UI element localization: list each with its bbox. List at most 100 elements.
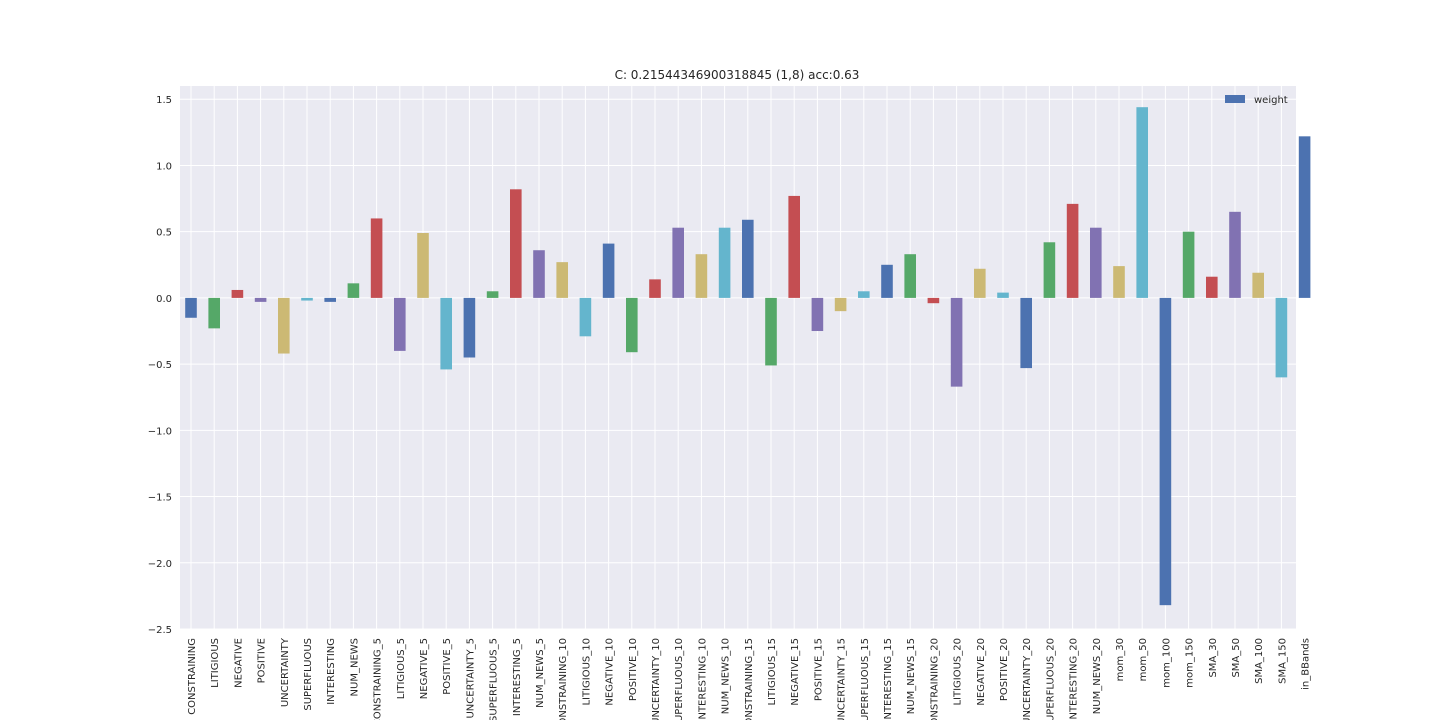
x-tick-label: CONSTRAINING [187, 638, 198, 715]
x-tick-label: NUM_NEWS [349, 638, 360, 696]
x-tick-label: NUM_NEWS_15 [906, 638, 917, 714]
bar-uncertainty-5 [463, 297, 476, 358]
y-tick-label: −2.0 [148, 559, 172, 570]
y-tick-label: −0.5 [148, 360, 172, 371]
bar-negative-20 [974, 268, 986, 298]
bar-mom-50 [1136, 107, 1148, 298]
x-tick-label: SMA_150 [1277, 638, 1288, 684]
bar-mom-150 [1182, 231, 1195, 298]
bar-uncertainty-10 [649, 279, 661, 298]
y-tick-label: −2.5 [148, 625, 172, 636]
bar-litigious-15 [765, 297, 777, 366]
bar-num-news-20 [1090, 227, 1102, 298]
bar-positive-15 [811, 297, 824, 332]
x-tick-label: mom_50 [1138, 638, 1149, 681]
x-tick-label: NEGATIVE_5 [419, 638, 430, 699]
x-tick-label: SUPERFLUOUS_10 [674, 638, 685, 720]
bars [185, 107, 1311, 606]
x-tick-label: SUPERFLUOUS_15 [860, 638, 871, 720]
x-tick-label: CONSTRAINING_10 [558, 638, 569, 720]
x-tick-label: POSITIVE_10 [628, 638, 639, 701]
bar-positive-5 [440, 297, 452, 370]
y-tick-label: −1.5 [148, 493, 172, 504]
bar-negative-5 [417, 233, 429, 298]
bar-sma-100 [1252, 272, 1264, 298]
plot-background [180, 86, 1296, 629]
y-tick-label: 0.5 [156, 228, 172, 239]
chart-title: C: 0.21544346900318845 (1,8) acc:0.63 [615, 68, 860, 82]
bar-constraining-20 [927, 297, 940, 304]
bar-sma-30 [1206, 276, 1218, 298]
legend: weight [1225, 95, 1288, 106]
bar-litigious [208, 297, 220, 329]
x-tick-label: UNCERTAINTY_15 [837, 638, 848, 720]
x-tick-label: LITIGIOUS [210, 638, 221, 688]
bar-num-news-5 [533, 250, 545, 298]
x-tick-label: SMA_50 [1231, 638, 1242, 678]
y-tick-label: 0.0 [156, 294, 172, 305]
bar-uncertainty-20 [1020, 297, 1032, 369]
bar-in-bbands [1298, 136, 1311, 298]
bar-constraining-15 [742, 219, 754, 298]
y-tick-label: −1.0 [148, 426, 172, 437]
x-tick-label: NUM_NEWS_10 [721, 638, 732, 714]
bar-negative [231, 289, 244, 298]
x-tick-label: INTERESTING_10 [697, 638, 708, 720]
x-axis-ticks: CONSTRAINING LITIGIOUS NEGATIVE POSITIVE UNC… [187, 637, 1312, 720]
legend-label: weight [1254, 95, 1288, 106]
bar-sma-50 [1229, 211, 1241, 298]
bar-num-news-10 [718, 227, 731, 298]
bar-interesting-5 [510, 189, 522, 298]
bar-positive-10 [626, 297, 638, 353]
x-tick-label: UNCERTAINTY_10 [651, 638, 662, 720]
x-tick-label: UNCERTAINTY_20 [1022, 638, 1033, 720]
x-tick-label: CONSTRAINING_15 [744, 638, 755, 720]
x-tick-label: INTERESTING_15 [883, 638, 894, 720]
bar-litigious-10 [579, 297, 592, 337]
x-tick-label: NUM_NEWS_5 [535, 638, 546, 708]
x-tick-label: NEGATIVE [233, 638, 244, 688]
bar-superfluous-20 [1043, 242, 1056, 298]
bar-uncertainty-15 [834, 297, 847, 312]
bar-interesting-15 [881, 264, 893, 298]
bar-interesting [324, 297, 336, 302]
x-tick-label: UNCERTAINTY_5 [465, 638, 476, 719]
grid-lines [180, 86, 1306, 630]
bar-superfluous-5 [486, 291, 499, 298]
x-tick-label: SMA_30 [1208, 638, 1219, 678]
bar-interesting-20 [1066, 203, 1079, 298]
bar-litigious-20 [950, 297, 963, 387]
x-tick-label: NEGATIVE_20 [976, 638, 987, 706]
x-tick-label: INTERESTING [326, 638, 337, 705]
bar-positive [254, 297, 267, 302]
bar-litigious-5 [394, 297, 406, 351]
bar-sma-150 [1275, 297, 1288, 378]
y-tick-label: 1.5 [156, 95, 172, 106]
x-tick-label: POSITIVE_5 [442, 638, 453, 695]
x-tick-label: UNCERTAINTY [280, 637, 291, 707]
x-tick-label: POSITIVE_15 [813, 638, 824, 701]
bar-constraining [185, 297, 197, 318]
x-tick-label: SUPERFLUOUS [303, 638, 314, 711]
x-tick-label: LITIGIOUS_20 [953, 638, 964, 706]
bar-num-news-15 [904, 254, 916, 298]
bar-num-news [347, 283, 360, 298]
x-tick-label: NUM_NEWS_20 [1092, 638, 1103, 714]
bar-mom-30 [1113, 266, 1125, 298]
x-tick-label: SUPERFLUOUS_5 [489, 638, 500, 720]
y-tick-label: 1.0 [156, 161, 172, 172]
bar-uncertainty [278, 297, 290, 354]
x-tick-label: mom_30 [1115, 638, 1126, 681]
x-tick-label: INTERESTING_20 [1069, 638, 1080, 720]
bar-superfluous-15 [858, 291, 870, 298]
bar-positive-20 [997, 292, 1009, 298]
x-tick-label: POSITIVE_20 [999, 638, 1010, 701]
bar-mom-100 [1159, 297, 1172, 606]
x-tick-label: INTERESTING_5 [512, 638, 523, 716]
x-tick-label: POSITIVE [257, 638, 268, 683]
legend-swatch [1225, 95, 1245, 103]
x-tick-label: LITIGIOUS_15 [767, 638, 778, 706]
x-tick-label: SMA_100 [1254, 638, 1265, 684]
x-tick-label: CONSTRAINING_20 [929, 638, 940, 720]
